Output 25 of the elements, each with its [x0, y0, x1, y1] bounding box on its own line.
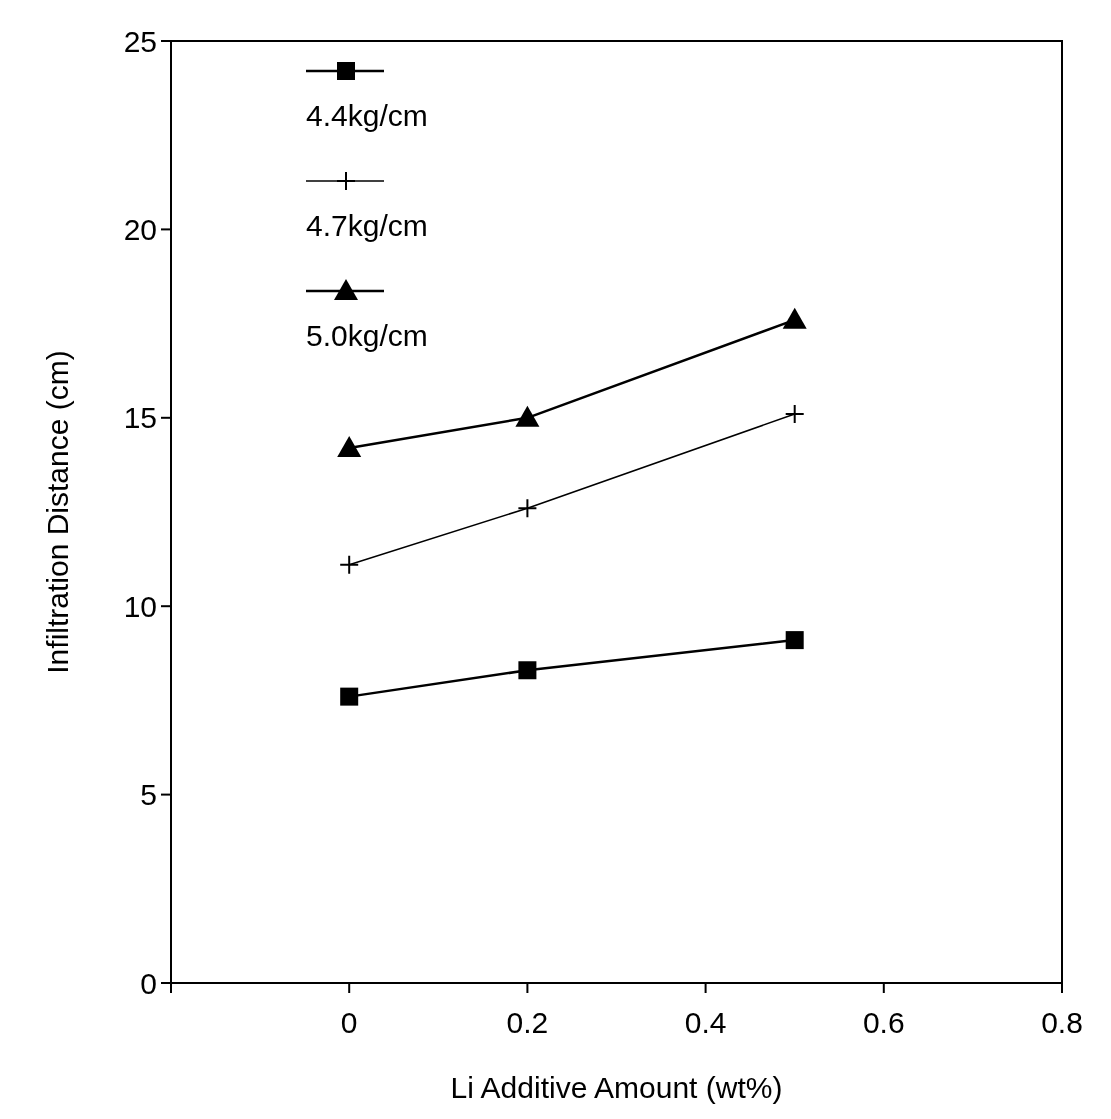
legend-label: 5.0kg/cm: [306, 319, 428, 352]
x-tick-label: 0.8: [1041, 1006, 1083, 1039]
x-tick-label: 0.4: [684, 1006, 727, 1039]
x-tick-label: 0: [340, 1006, 358, 1039]
point: [337, 435, 362, 457]
point: [784, 404, 805, 425]
y-axis-title: Infiltration Distance (cm): [41, 350, 74, 674]
y-tick-label: 5: [140, 778, 157, 812]
point: [517, 498, 538, 519]
y-tick-label: 15: [123, 401, 157, 435]
legend-label: 4.7kg/cm: [306, 209, 428, 242]
y-tick-label: 0: [140, 966, 157, 1000]
y-tick-label: 25: [123, 24, 157, 58]
point: [515, 405, 540, 427]
point: [782, 307, 807, 329]
x-tick-label: 0.2: [506, 1006, 549, 1039]
y-tick-label: 10: [123, 589, 157, 623]
point: [339, 554, 360, 575]
x-axis-title: Li Additive Amount (wt%): [450, 1071, 783, 1104]
legend-label: 4.4kg/cm: [306, 99, 428, 132]
point: [785, 631, 804, 650]
point: [340, 687, 359, 706]
x-tick-label: 0.6: [862, 1006, 905, 1039]
point: [518, 661, 537, 680]
y-tick-label: 20: [123, 212, 157, 246]
